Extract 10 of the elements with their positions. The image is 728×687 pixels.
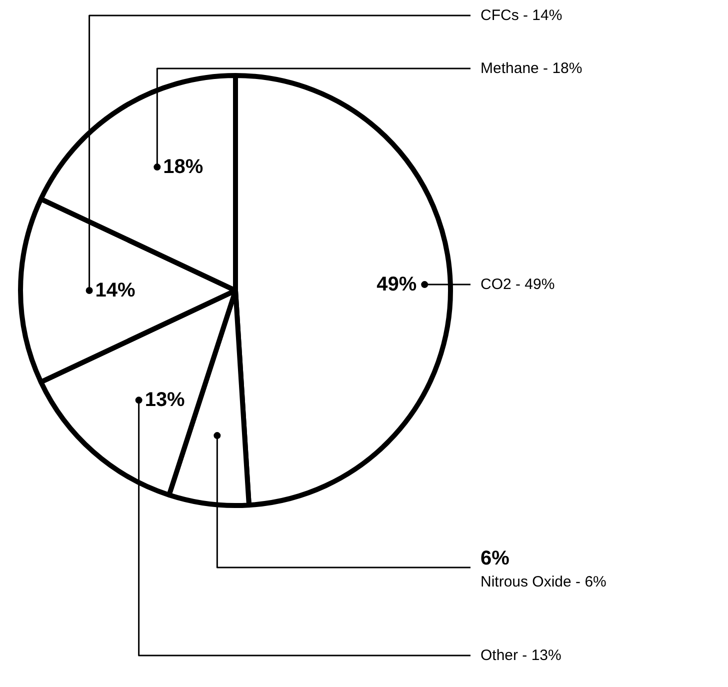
data-label: 49% — [376, 274, 417, 296]
data-label: 13% — [144, 389, 186, 412]
slice-label: CFCs - 14% — [480, 7, 562, 24]
data-label: 6% — [480, 548, 510, 570]
data-label: 14% — [95, 280, 136, 302]
slice-label: Nitrous Oxide - 6% — [480, 574, 606, 590]
data-label: 18% — [163, 156, 204, 178]
slice-label: CO2 - 49% — [480, 276, 555, 294]
slice-label: Other - 13% — [480, 647, 562, 664]
slice-label: Methane - 18% — [480, 60, 582, 77]
